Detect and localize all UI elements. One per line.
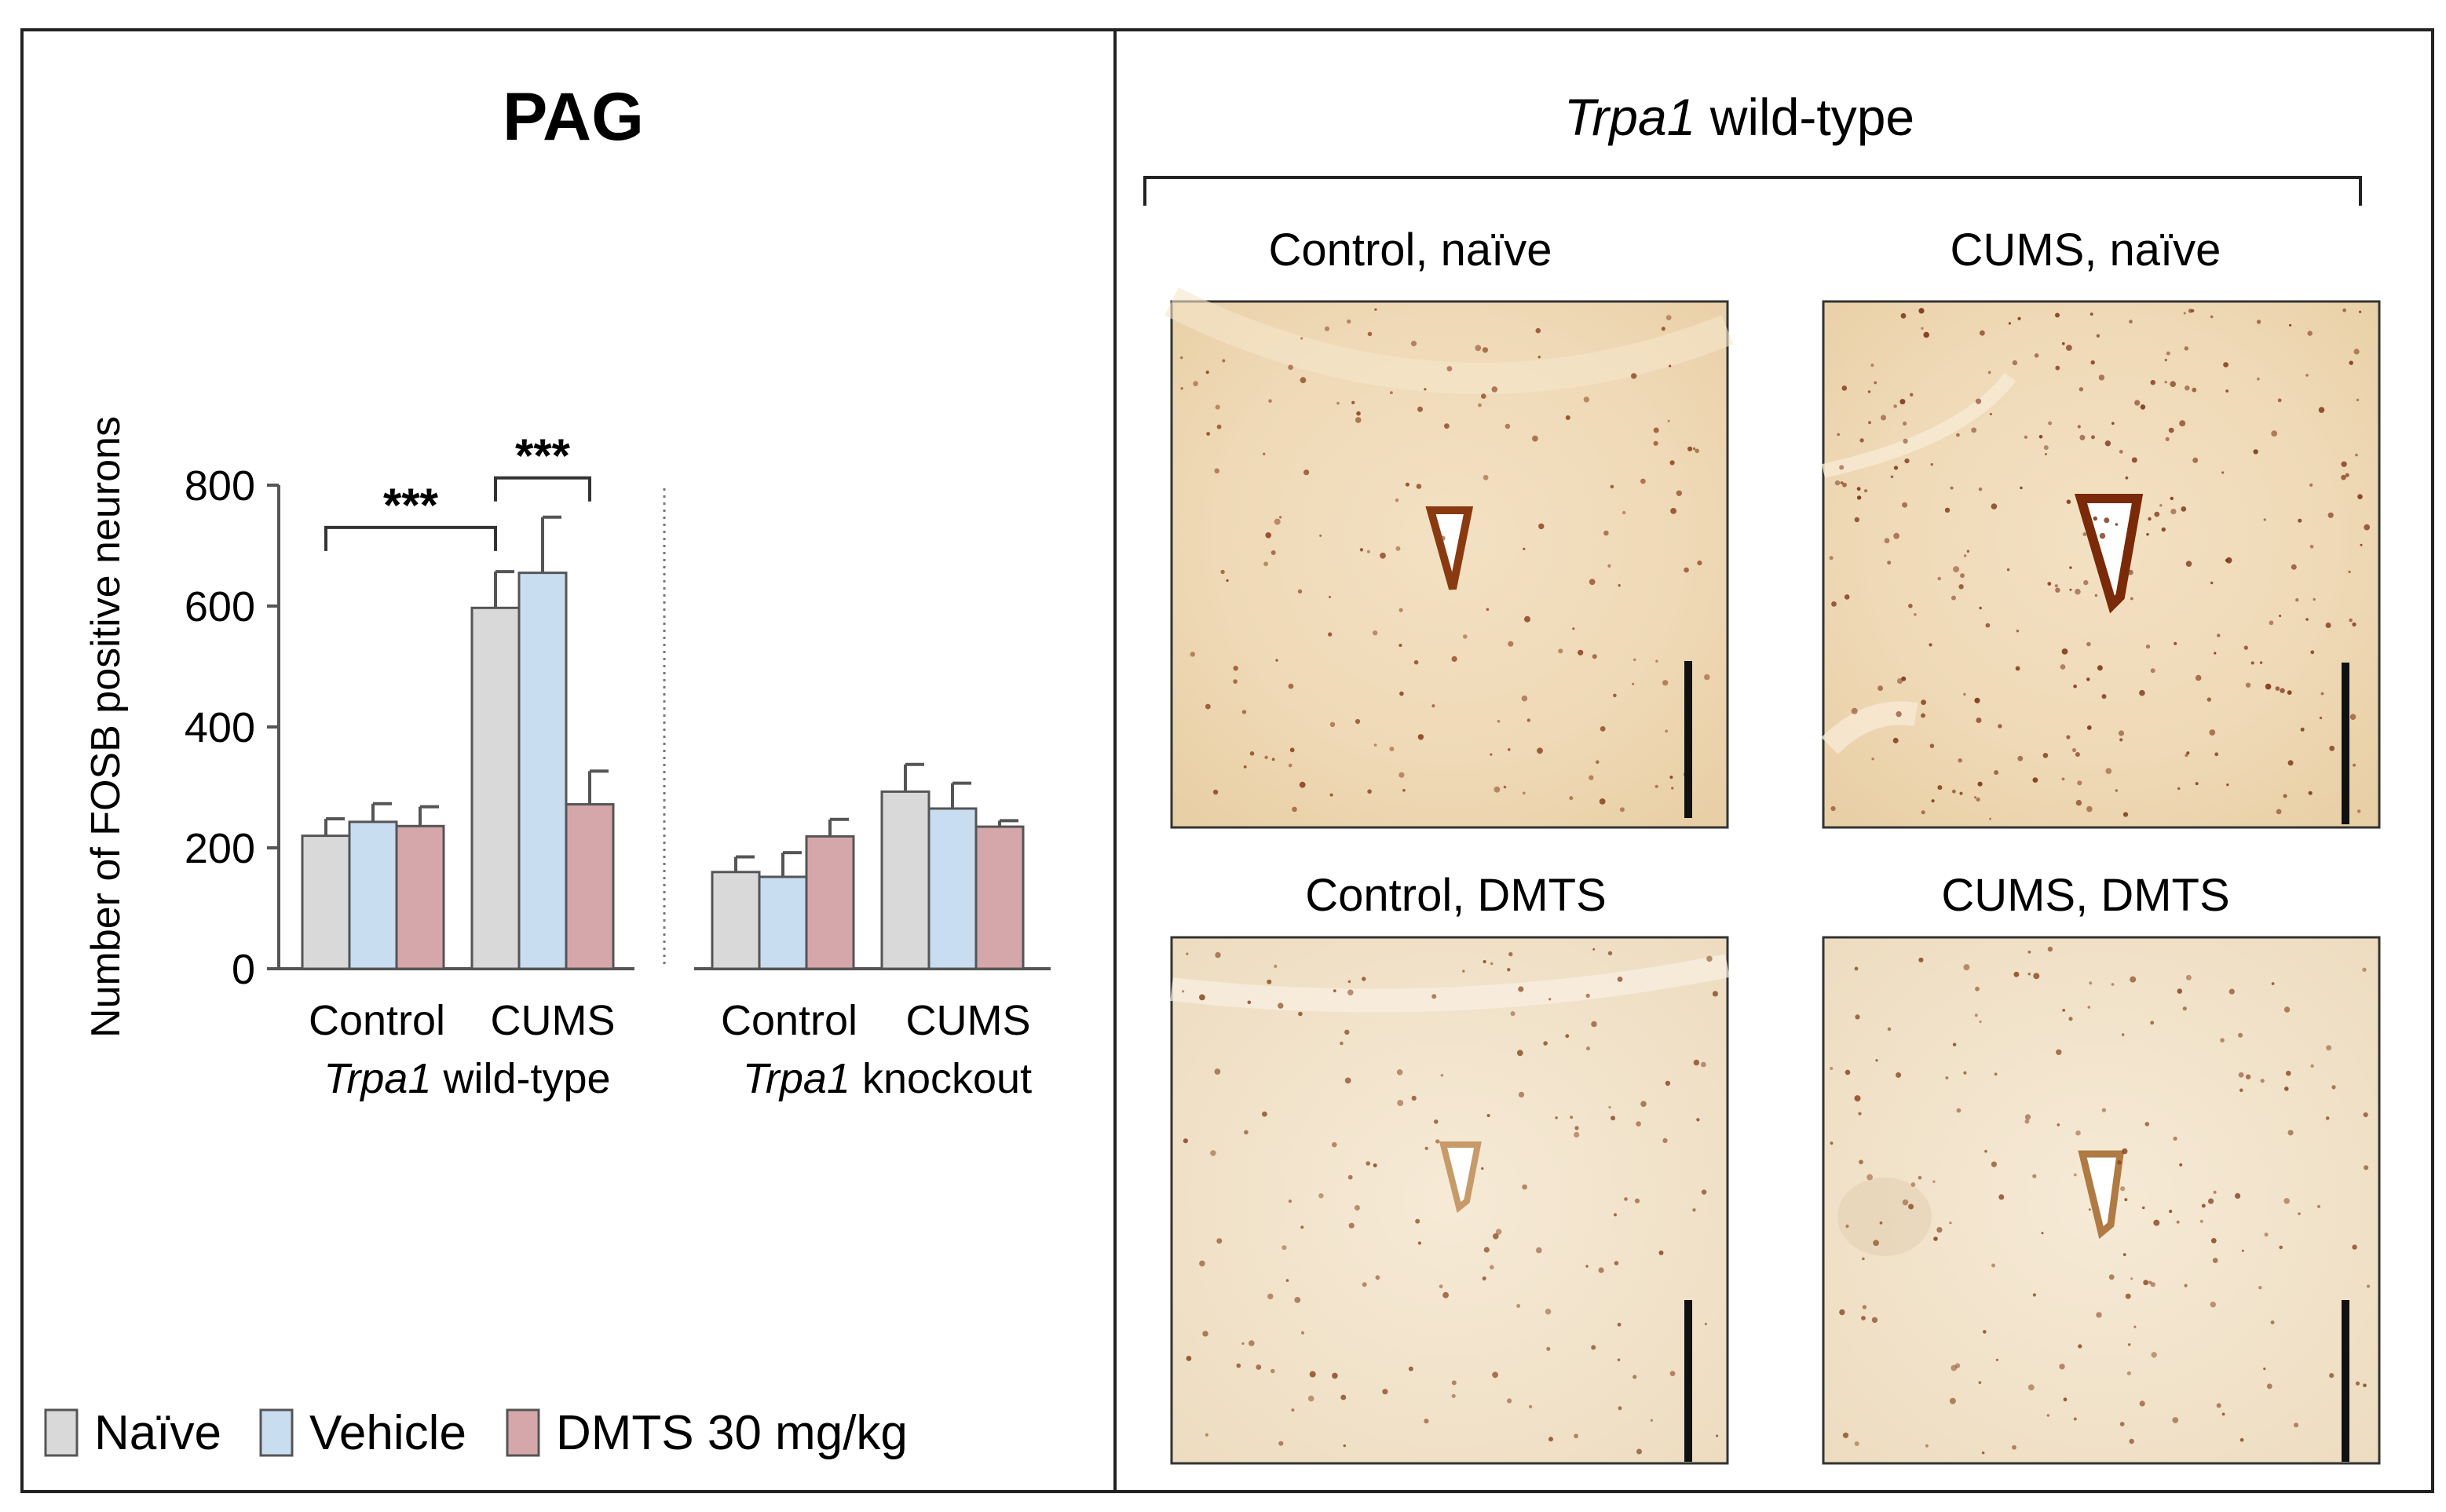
legend-label-vehicle: Vehicle <box>309 1406 466 1460</box>
chart-title: PAG <box>503 79 644 155</box>
micrograph-control-naive <box>1165 287 1734 829</box>
x-tick-labels: Control CUMS Control CUMS <box>309 997 1031 1044</box>
image-label-cums-dmts: CUMS, DMTS <box>1941 870 2229 921</box>
y-tick-label: 800 <box>185 462 255 509</box>
bar <box>711 871 761 970</box>
significance-bracket <box>324 525 497 551</box>
legend-swatch-naive <box>44 1408 79 1457</box>
x-tick-label: CUMS <box>906 997 1031 1044</box>
y-ticks: 0 200 400 600 800 <box>185 462 279 993</box>
significance-bracket <box>494 476 591 502</box>
image-label-control-naive: Control, naïve <box>1268 225 1552 276</box>
micrograph-control-dmts <box>1170 936 1730 1465</box>
image-label-control-dmts: Control, DMTS <box>1305 870 1607 921</box>
bar <box>805 835 855 970</box>
legend-label-dmts: DMTS 30 mg/kg <box>556 1406 908 1460</box>
significance-brackets: *** *** <box>324 429 591 551</box>
bar <box>758 875 808 970</box>
legend-label-naive: Naïve <box>94 1406 221 1460</box>
legend-swatch-vehicle <box>259 1408 294 1457</box>
scale-bar <box>1684 661 1692 818</box>
scale-bar <box>2342 663 2349 824</box>
bar-chart: Number of FOSB positive neurons 0 200 400 6… <box>83 416 1051 1102</box>
bar <box>880 790 931 970</box>
genotype-label-knockout: Trpa1 knockout <box>743 1055 1032 1102</box>
error-bars <box>324 515 1018 877</box>
y-tick-label: 600 <box>185 583 255 630</box>
bar <box>395 824 445 970</box>
y-tick-label: 200 <box>185 825 255 872</box>
bars <box>301 572 1025 970</box>
legend-swatch-dmts <box>506 1408 540 1457</box>
micrograph-cums-naive <box>1821 300 2381 829</box>
scale-bar <box>2342 1300 2349 1462</box>
bar <box>974 825 1025 970</box>
significance-label: *** <box>515 429 571 482</box>
header-bracket <box>1143 176 2362 206</box>
bar <box>517 572 568 970</box>
image-label-cums-naive: CUMS, naïve <box>1951 225 2221 276</box>
genotype-label-wildtype: Trpa1 wild-type <box>324 1055 610 1102</box>
x-tick-label: CUMS <box>491 997 616 1044</box>
x-tick-label: Control <box>721 997 857 1044</box>
bar <box>348 820 398 970</box>
figure-frame <box>20 28 2434 1493</box>
bar <box>470 606 521 970</box>
legend: Naïve Vehicle DMTS 30 mg/kg <box>44 1406 908 1460</box>
y-tick-label: 400 <box>185 704 255 751</box>
y-axis-label: Number of FOSB positive neurons <box>83 416 129 1038</box>
right-panel-header: Trpa1 wild-type <box>1564 88 1914 146</box>
micrograph-cums-dmts <box>1822 936 2381 1465</box>
bar <box>927 807 978 970</box>
x-tick-label: Control <box>309 997 445 1044</box>
bar <box>565 803 615 970</box>
y-tick-label: 0 <box>232 946 255 993</box>
bar <box>301 835 351 970</box>
significance-label: *** <box>383 479 439 531</box>
scale-bar <box>1684 1300 1692 1462</box>
